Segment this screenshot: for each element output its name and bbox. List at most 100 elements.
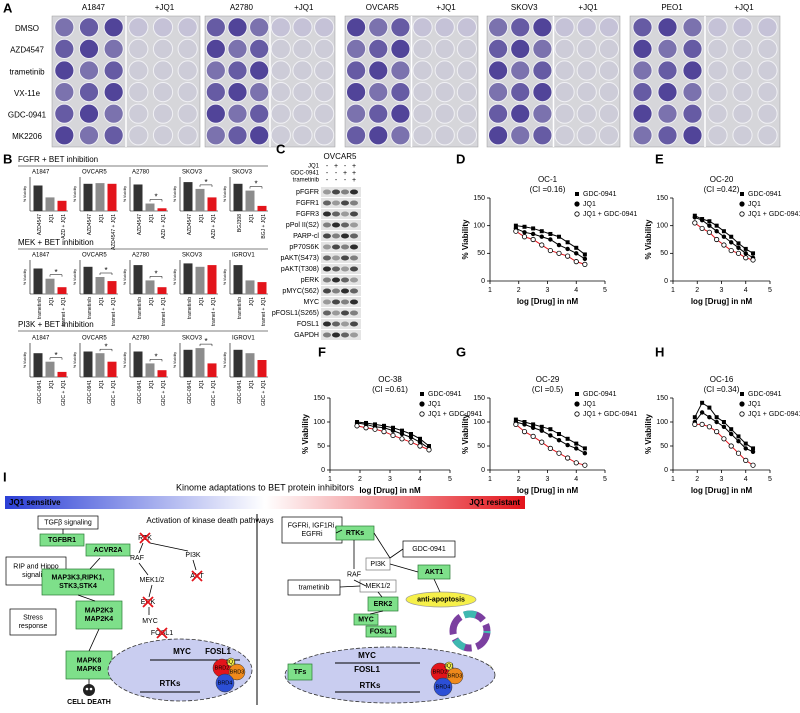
well bbox=[78, 103, 100, 124]
well bbox=[177, 82, 198, 103]
group-title: MEK + BET inhibition bbox=[18, 238, 94, 247]
well bbox=[390, 82, 411, 103]
legend-label: GDC-0941 bbox=[583, 191, 617, 198]
gradient-bar bbox=[5, 496, 525, 509]
marker bbox=[728, 247, 734, 254]
legend-marker bbox=[574, 411, 580, 417]
legend-label: JQ1 + GDC-0941 bbox=[428, 411, 482, 418]
marker bbox=[743, 255, 749, 261]
significance-bracket bbox=[149, 359, 163, 362]
well bbox=[576, 38, 597, 60]
treatment-label: trametinib bbox=[293, 178, 320, 184]
well bbox=[757, 82, 778, 103]
cell bbox=[107, 638, 253, 702]
well bbox=[554, 38, 575, 60]
x-tick-label: trametinib bbox=[37, 297, 43, 319]
legend-label: JQ1 + GDC-0941 bbox=[748, 211, 800, 218]
chart-title: A1847 bbox=[32, 336, 50, 342]
band bbox=[332, 288, 340, 294]
marker bbox=[582, 252, 587, 257]
marker bbox=[707, 223, 712, 228]
marker bbox=[557, 234, 561, 239]
well bbox=[205, 38, 226, 60]
well bbox=[434, 82, 455, 103]
marker bbox=[574, 251, 579, 256]
marker bbox=[736, 241, 741, 246]
marker bbox=[531, 422, 536, 427]
bar bbox=[183, 182, 193, 211]
well bbox=[757, 103, 778, 124]
x-tick-label: GDC-0941 bbox=[187, 380, 193, 404]
well bbox=[707, 103, 728, 124]
bar bbox=[133, 184, 143, 211]
well bbox=[554, 17, 575, 38]
x-tick-label: 2 bbox=[695, 476, 699, 483]
well bbox=[757, 125, 778, 146]
chart-title: OVCAR5 bbox=[82, 170, 107, 176]
skull bbox=[83, 684, 95, 696]
marker bbox=[692, 220, 698, 226]
legend-marker bbox=[574, 201, 580, 207]
legend-label: JQ1 bbox=[428, 401, 441, 408]
protein-label: pAKT(T308) bbox=[281, 266, 319, 273]
marker bbox=[548, 237, 553, 242]
significance-bracket bbox=[49, 357, 63, 360]
band bbox=[341, 255, 349, 261]
y-axis-label: % Viability bbox=[301, 414, 310, 454]
well bbox=[632, 103, 653, 124]
well bbox=[227, 82, 248, 103]
x-tick-label: 1 bbox=[671, 476, 675, 483]
well bbox=[487, 17, 509, 38]
protein-label: pAKT(S473) bbox=[280, 255, 319, 262]
well bbox=[757, 17, 778, 38]
box-label: FGFRi, IGF1Ri, bbox=[288, 523, 337, 530]
box-label: RAF bbox=[347, 571, 361, 578]
marker bbox=[521, 234, 528, 240]
protein-label: pFGFR bbox=[296, 189, 319, 196]
marker bbox=[692, 415, 697, 420]
x-tick-label: tramet + JQ1 bbox=[211, 297, 217, 326]
treatment-label: GDC-0941 bbox=[290, 171, 319, 177]
well bbox=[103, 82, 124, 103]
marker bbox=[556, 250, 562, 256]
box-label: ERK2 bbox=[374, 601, 393, 608]
marker bbox=[750, 462, 756, 468]
well bbox=[707, 60, 728, 81]
well bbox=[368, 60, 389, 81]
x-tick-label: BGJ398 bbox=[237, 214, 243, 232]
panel-label: A bbox=[3, 0, 13, 15]
well bbox=[227, 103, 248, 124]
well bbox=[576, 82, 597, 103]
x-tick-label: JQ1 bbox=[249, 297, 255, 306]
row-label: GDC-0941 bbox=[8, 111, 47, 120]
pathway-node: MEK1/2 bbox=[140, 577, 165, 584]
marker bbox=[556, 450, 562, 456]
bar bbox=[95, 183, 105, 211]
protein-label: FGFR3 bbox=[296, 211, 319, 218]
row-label: MK2206 bbox=[12, 132, 42, 141]
box-label: STK3,STK4 bbox=[59, 583, 97, 590]
marker bbox=[408, 435, 414, 440]
band bbox=[332, 189, 340, 195]
marker bbox=[522, 420, 527, 424]
marker bbox=[539, 229, 544, 234]
y-tick-label: 50 bbox=[477, 443, 485, 450]
well bbox=[314, 125, 335, 146]
plate-title: A2780 bbox=[230, 3, 254, 12]
marker bbox=[565, 240, 570, 245]
pathway-node: PI3K bbox=[185, 552, 201, 559]
band bbox=[332, 277, 340, 283]
marker bbox=[381, 428, 387, 435]
box-label: PI3K bbox=[370, 561, 386, 568]
legend-marker bbox=[575, 392, 579, 396]
y-label: % Viability bbox=[223, 352, 227, 368]
arrow bbox=[192, 559, 197, 571]
well bbox=[314, 38, 335, 60]
well bbox=[249, 17, 270, 38]
x-tick-label: GDC + JQ1 bbox=[211, 380, 217, 406]
marker bbox=[399, 431, 405, 437]
y-axis-label: % Viability bbox=[644, 414, 653, 454]
x-tick-label: GDC-0941 bbox=[137, 380, 143, 404]
y-tick-label: 150 bbox=[656, 195, 668, 202]
well bbox=[103, 103, 124, 124]
